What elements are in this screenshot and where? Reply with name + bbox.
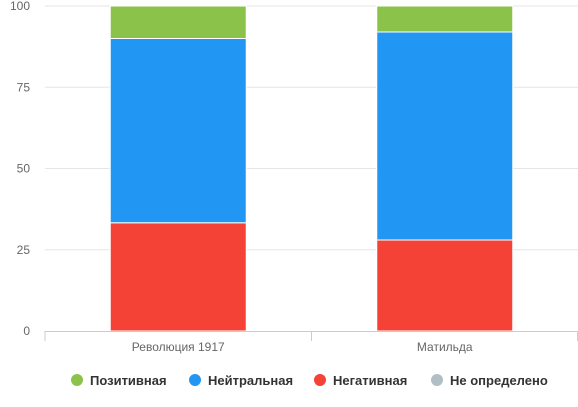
legend-marker	[189, 374, 201, 386]
legend: Позитивная Нейтральная Негативная Не опреде…	[71, 373, 548, 388]
x-axis: Революция 1917 Матильда	[44, 331, 578, 354]
x-tick-label: Революция 1917	[132, 340, 225, 354]
x-tick-label: Матильда	[417, 340, 473, 354]
bar-segment	[109, 5, 247, 39]
legend-label: Не определено	[450, 373, 548, 388]
legend-item: Негативная	[314, 373, 407, 388]
bar-segment	[109, 222, 247, 332]
legend-label: Негативная	[333, 373, 407, 388]
bar-segment	[376, 31, 514, 241]
y-tick-label: 25	[17, 243, 31, 257]
legend-marker	[71, 374, 83, 386]
bars	[109, 5, 514, 332]
y-tick-label: 100	[10, 0, 30, 13]
legend-marker	[431, 374, 443, 386]
y-tick-label: 0	[23, 324, 30, 338]
bar-segment	[109, 38, 247, 224]
legend-item: Нейтральная	[189, 373, 293, 388]
bar-segment	[376, 239, 514, 332]
legend-label: Нейтральная	[208, 373, 293, 388]
y-tick-label: 50	[17, 162, 31, 176]
legend-label: Позитивная	[90, 373, 167, 388]
legend-item: Не определено	[431, 373, 548, 388]
y-tick-label: 75	[17, 80, 31, 94]
legend-marker	[314, 374, 326, 386]
bar-segment	[376, 5, 514, 33]
y-axis: 0 25 50 75 100	[10, 0, 30, 338]
legend-item: Позитивная	[71, 373, 167, 388]
